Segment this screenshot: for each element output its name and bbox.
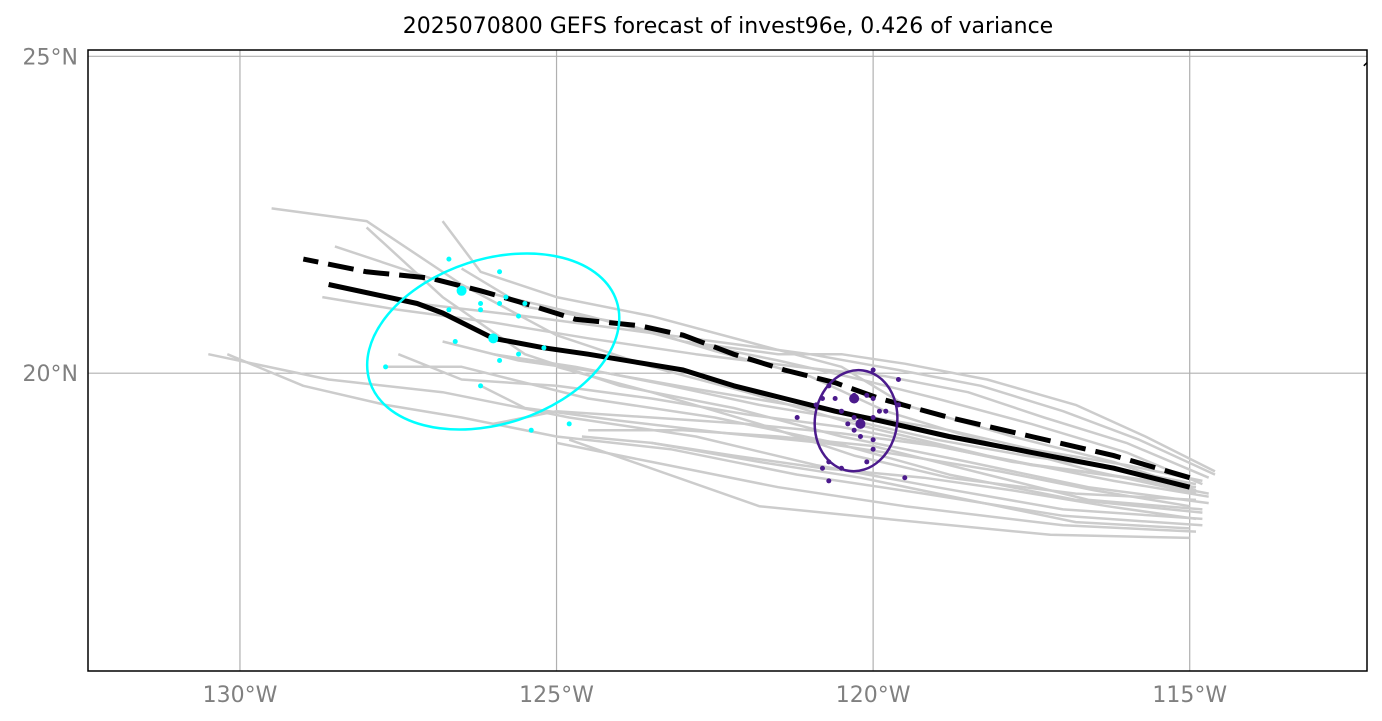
coastline	[1363, 61, 1367, 67]
early-cluster-point	[541, 345, 547, 351]
ensemble-track	[492, 409, 1209, 495]
ensemble-track	[322, 295, 1210, 479]
ensemble-track	[556, 441, 1197, 533]
late-cluster-point	[845, 421, 851, 427]
late-cluster-point	[838, 408, 844, 414]
ensemble-track	[588, 428, 1203, 511]
map-frame	[87, 49, 1368, 672]
early-cluster-point	[503, 294, 509, 300]
lat-tick-label: 20°N	[23, 362, 78, 387]
late-cluster-point	[876, 408, 882, 414]
mean-track-dashed	[302, 256, 1191, 481]
late-cluster-point	[895, 377, 901, 383]
late-cluster-point	[838, 465, 844, 471]
late-cluster-point	[870, 446, 876, 452]
late-cluster-point	[813, 402, 819, 408]
late-cluster-point	[864, 392, 870, 398]
late-cluster-point	[870, 396, 876, 402]
ensemble-track	[208, 352, 1203, 521]
early-cluster-marker	[456, 285, 467, 296]
late-cluster-point	[895, 402, 901, 408]
early-cluster-point	[446, 307, 452, 313]
coastline-segment	[1363, 61, 1367, 67]
late-cluster-point	[870, 415, 876, 421]
early-cluster-point	[497, 300, 503, 306]
lon-tick-label: 120°W	[836, 683, 911, 708]
early-cluster-ellipse	[365, 252, 621, 431]
late-cluster-point	[826, 459, 832, 465]
early-cluster-point	[497, 269, 503, 275]
map-title: 2025070800 GEFS forecast of invest96e, 0…	[403, 14, 1053, 39]
early-cluster-point	[516, 351, 522, 357]
late-cluster-point	[857, 434, 863, 440]
late-cluster-point	[819, 396, 825, 402]
late-cluster-point	[826, 383, 832, 389]
early-cluster-marker	[488, 333, 499, 344]
late-cluster-point	[851, 415, 857, 421]
tick-labels: 130°W 125°W 120°W 115°W 25°N 20°N	[23, 45, 1228, 708]
clusters	[365, 252, 908, 484]
late-cluster-marker	[849, 393, 860, 404]
ensemble-track	[556, 365, 1197, 502]
early-cluster-point	[478, 300, 484, 306]
ensemble-track	[417, 302, 1216, 476]
early-cluster-point	[566, 421, 572, 427]
late-cluster-point	[851, 427, 857, 433]
late-cluster-point	[864, 459, 870, 465]
ensemble-track	[568, 438, 1190, 540]
ensemble-track	[651, 441, 1197, 521]
late-cluster-marker	[855, 418, 866, 429]
early-cluster-point	[478, 383, 484, 389]
ensemble-track	[683, 340, 1216, 473]
late-cluster-point	[826, 478, 832, 484]
grid-lines	[88, 50, 1367, 671]
lat-tick-label: 25°N	[23, 45, 78, 70]
late-cluster-point	[794, 415, 800, 421]
lon-tick-label: 115°W	[1152, 683, 1227, 708]
late-cluster-point	[902, 475, 908, 481]
early-cluster-point	[516, 313, 522, 319]
late-cluster-point	[870, 437, 876, 443]
early-cluster-point	[446, 256, 452, 262]
lon-tick-label: 125°W	[519, 683, 594, 708]
early-cluster-point	[528, 427, 534, 433]
early-cluster-point	[383, 364, 389, 370]
late-cluster-point	[883, 408, 889, 414]
ensemble-track	[365, 226, 1209, 505]
late-cluster-point	[870, 367, 876, 373]
plot-area	[88, 50, 1367, 671]
late-cluster-point	[832, 396, 838, 402]
early-cluster-point	[478, 307, 484, 313]
early-cluster-point	[452, 338, 458, 344]
ensemble-tracks	[208, 207, 1216, 540]
mean-tracks	[302, 256, 1191, 490]
late-cluster-point	[819, 465, 825, 471]
early-cluster-point	[522, 300, 528, 306]
lon-tick-label: 130°W	[203, 683, 278, 708]
late-cluster-ellipse	[813, 368, 899, 473]
mean-track-solid	[328, 282, 1191, 490]
early-cluster-point	[497, 358, 503, 363]
